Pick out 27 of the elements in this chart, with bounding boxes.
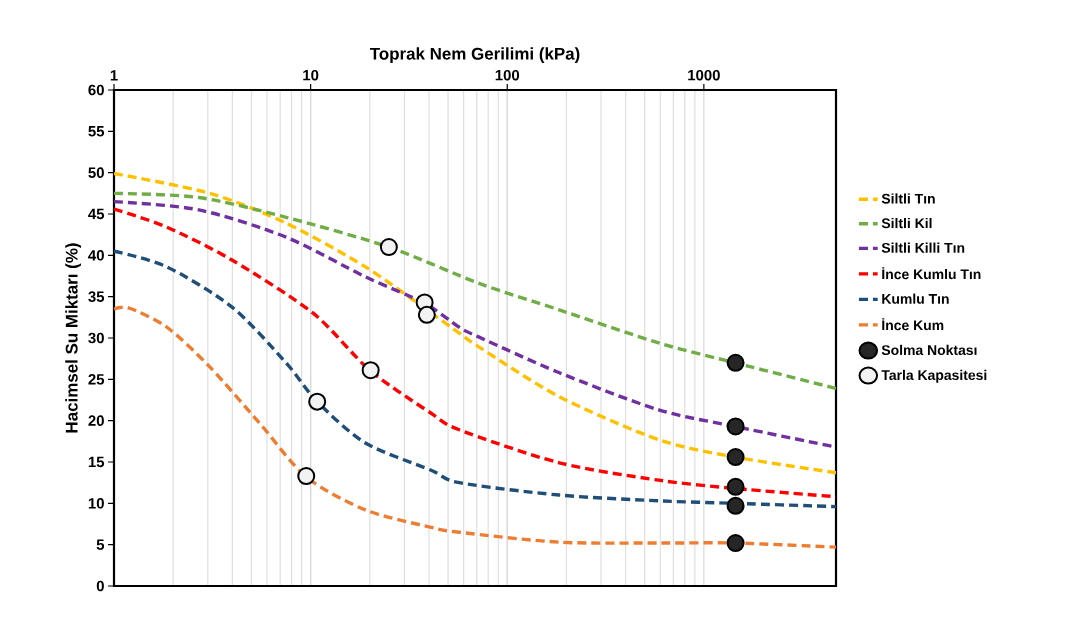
y-tick-label: 20 — [88, 415, 104, 426]
legend-label: Siltli Killi Tın — [881, 242, 965, 253]
legend-label: Siltli Kil — [881, 217, 932, 229]
x-tick-label: 1000 — [688, 69, 720, 81]
y-tick-label: 50 — [88, 167, 104, 178]
x-tick-label: 10 — [303, 69, 319, 81]
legend-label: İnce Kum — [882, 318, 944, 331]
x-axis-title: Toprak Nem Gerilimi (kPa) — [369, 47, 580, 64]
y-tick-label: 15 — [88, 456, 105, 468]
legend-label: Siltli Tın — [881, 193, 935, 204]
x-tick-label: 1 — [110, 70, 118, 81]
legend-label: Solma Noktası — [881, 344, 977, 356]
legend-label: Tarla Kapasitesi — [881, 369, 987, 383]
y-tick-label: 25 — [88, 374, 105, 385]
y-tick-label: 45 — [88, 208, 105, 220]
y-tick-label: 30 — [88, 332, 104, 344]
y-tick-label: 0 — [96, 580, 104, 592]
y-tick-label: 60 — [88, 84, 104, 96]
y-tick-label: 35 — [88, 291, 105, 302]
legend-label: İnce Kumlu Tın — [882, 267, 981, 280]
x-tick-label: 100 — [495, 69, 520, 81]
legend-label: Kumlu Tın — [882, 293, 949, 304]
y-axis-title: Hacimsel Su Miktarı (%) — [65, 243, 82, 433]
y-tick-label: 40 — [88, 250, 104, 261]
y-tick-label: 10 — [88, 498, 104, 509]
y-tick-label: 55 — [88, 126, 105, 137]
y-tick-label: 5 — [96, 539, 105, 550]
